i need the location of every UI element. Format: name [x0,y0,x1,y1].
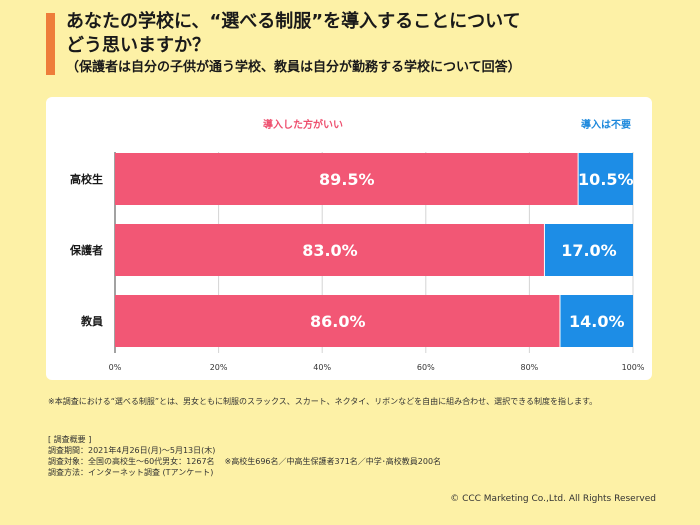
bar-segment [544,224,633,276]
chart-title-line-2: どう思いますか？ [66,35,210,56]
summary-target-row: 調査対象：全国の高校生～60代男女：1267名 ※高校生696名／中高生保護者37… [48,456,441,467]
x-tick-label: 20% [210,363,228,372]
x-tick-label: 100% [622,363,645,372]
chart-card: 0% 20% 40% 60% 80% 100% 導入した方がいい 導入は不要高校生 89.5% 1… [46,97,652,380]
legend-item: 導入した方がいい [263,118,343,131]
summary-heading: [ 調査概要 ] [48,435,92,444]
x-tick-label: 0% [109,363,122,372]
summary-method: 調査方法：インターネット調査 (Tアンケート) [48,468,214,477]
summary-breakdown: ※高校生696名／中高生保護者371名／中学･高校教員200名 [224,457,442,466]
x-tick-label: 60% [417,363,435,372]
summary-target: 調査対象：全国の高校生～60代男女：1267名 [48,457,215,466]
bar-value-label: 86.0% [310,312,366,331]
summary-period: 調査期間：2021年4月26日(月)～5月13日(木) [48,446,216,455]
copyright-notice: © CCC Marketing Co.,Ltd. All Rights Rese… [450,494,656,504]
chart-title-line-1: あなたの学校に、“選べる制服”を導入することについて [66,11,521,32]
bar-value-label: 14.0% [569,312,625,331]
bar-segment [115,153,578,205]
x-tick-label: 40% [313,363,331,372]
title-accent-bar [46,13,55,75]
definition-footnote: ※本調査における“選べる制服”とは、男女ともに制服のスラックス、スカート、ネクタ… [48,397,598,406]
bar-value-label: 89.5% [319,170,375,189]
bar-value-label: 83.0% [302,241,358,260]
x-tick-label: 80% [521,363,539,372]
bar-segment [578,153,633,205]
chart-subtitle: （保護者は自分の子供が通う学校、教員は自分が勤務する学校について回答） [66,60,521,75]
survey-summary: [ 調査概要 ] 調査期間：2021年4月26日(月)～5月13日(木) 調査対… [48,434,441,478]
category-label: 教員 [80,314,103,328]
legend-item: 導入は不要 [581,118,631,131]
bar-segment [115,295,560,347]
category-label: 高校生 [70,172,103,186]
bar-value-label: 17.0% [561,241,617,260]
title-block: あなたの学校に、“選べる制服”を導入することについて どう思いますか？ （保護者… [66,10,686,78]
bar-segment [560,295,633,347]
bar-value-label: 10.5% [578,170,634,189]
bar-segment [115,224,544,276]
category-label: 保護者 [69,243,103,257]
